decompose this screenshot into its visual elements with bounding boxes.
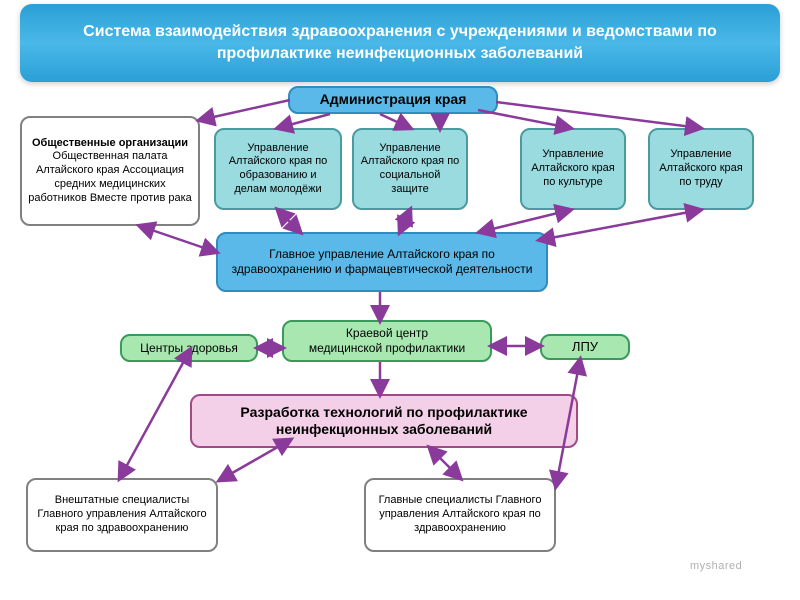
node-main_health: Главное управление Алтайского края по зд… xyxy=(216,232,548,292)
node-label: Главные специалисты Главного управления … xyxy=(372,494,548,535)
node-spec2: Главные специалисты Главного управления … xyxy=(364,478,556,552)
arrow-8 xyxy=(480,210,570,232)
node-org: Общественные организацииОбщественная пал… xyxy=(20,116,200,226)
node-centers: Центры здоровья xyxy=(120,334,258,362)
arrow-2 xyxy=(380,114,410,128)
node-label: Управление Алтайского края по культуре xyxy=(528,148,618,189)
arrow-9 xyxy=(540,210,700,240)
node-label: ЛПУ xyxy=(572,339,598,355)
node-label: Управление Алтайского края по труду xyxy=(656,148,746,189)
node-label: Администрация края xyxy=(320,91,467,109)
node-labor: Управление Алтайского края по труду xyxy=(648,128,754,210)
node-regional: Краевой центрмедицинской профилактики xyxy=(282,320,492,362)
node-spec1: Внештатные специалисты Главного управлен… xyxy=(26,478,218,552)
header-title: Система взаимодействия здравоохранения с… xyxy=(20,4,780,82)
node-label: Управление Алтайского края по социальной… xyxy=(360,142,460,197)
node-line1: Краевой центр xyxy=(346,326,428,341)
header-text: Система взаимодействия здравоохранения с… xyxy=(40,21,760,66)
node-line2: медицинской профилактики xyxy=(309,341,465,356)
watermark: myshared xyxy=(690,560,742,572)
arrow-17 xyxy=(430,448,460,478)
arrow-10 xyxy=(140,226,216,252)
node-label: Главное управление Алтайского края по зд… xyxy=(224,247,540,277)
node-label: Центры здоровья xyxy=(140,341,238,356)
arrow-0 xyxy=(200,100,290,120)
arrow-15 xyxy=(120,350,190,478)
node-lpu: ЛПУ xyxy=(540,334,630,360)
node-label: Внештатные специалисты Главного управлен… xyxy=(34,494,210,535)
arrow-6 xyxy=(278,210,300,232)
arrow-5 xyxy=(496,102,700,128)
node-tech: Разработка технологий по профилактике не… xyxy=(190,394,578,448)
arrow-1 xyxy=(278,114,330,128)
arrow-7 xyxy=(400,210,410,232)
node-edu: Управление Алтайского края по образовани… xyxy=(214,128,342,210)
node-title: Общественные организации xyxy=(32,137,188,151)
node-cult: Управление Алтайского края по культуре xyxy=(520,128,626,210)
node-body: Общественная палата Алтайского края Ассо… xyxy=(28,150,192,205)
node-label: Управление Алтайского края по образовани… xyxy=(222,142,334,197)
node-soc: Управление Алтайского края по социальной… xyxy=(352,128,468,210)
node-label: Разработка технологий по профилактике не… xyxy=(198,404,570,439)
node-admin: Администрация края xyxy=(288,86,498,114)
